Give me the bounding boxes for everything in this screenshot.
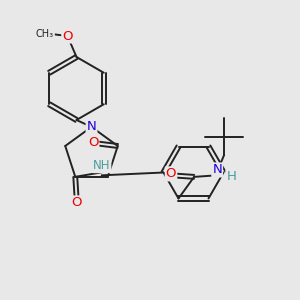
Text: N: N [212,164,222,176]
Text: H: H [226,170,236,183]
Text: O: O [166,167,176,180]
Text: O: O [71,196,82,209]
Text: CH₃: CH₃ [36,28,54,39]
Text: O: O [88,136,98,149]
Text: O: O [62,29,73,43]
Text: N: N [87,120,96,134]
Text: NH: NH [93,159,110,172]
